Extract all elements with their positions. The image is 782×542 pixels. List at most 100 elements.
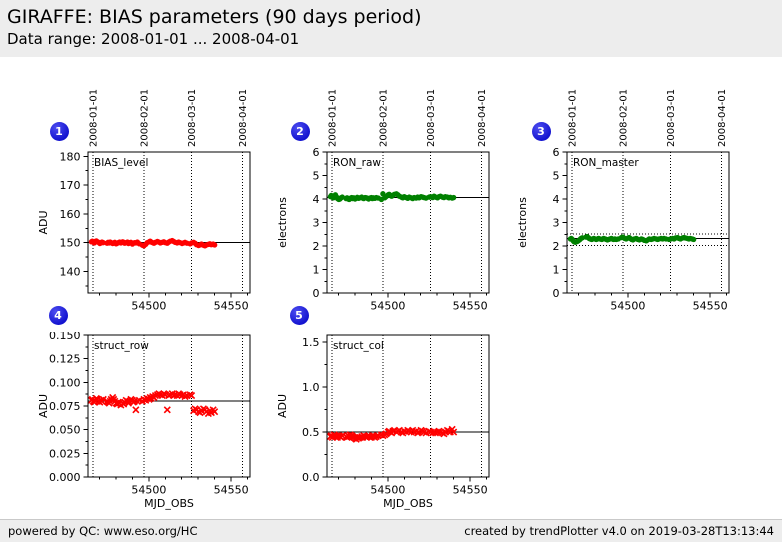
RON_raw-plot-svg: 2008-01-01 2008-02-01 2008-03-01 2008-04-01… [276,89,490,313]
gridlines [92,152,244,293]
axis-ticks [322,341,488,482]
y-tick-label: 2 [553,240,560,253]
axes-frame [326,151,490,294]
plot-param-label: BIAS_level [94,157,148,169]
struct_col-plot-svg: 54500 54550 0.0 0.5 1.0 1.5 struct_col ADU MJD_O… [276,334,490,510]
page-footer: powered by QC: www.eso.org/HC created by… [0,519,782,542]
y-axis-label: ADU [37,210,50,234]
x-tick-label: 54550 [453,300,488,313]
y-tick-label: 0.0 [302,471,320,484]
gridlines [331,152,483,293]
y-tick-label: 1 [313,264,320,277]
axis-ticks [83,155,249,298]
chart-struct-row: 54500 54550 0.000 0.025 0.050 0.075 0.100 0.125… [33,329,263,510]
date-tick-label: 2008-04-01 [717,89,728,147]
y-tick-label: 180 [60,150,81,163]
y-tick-label: 1.0 [302,381,320,394]
y-tick-label: 5 [313,170,320,183]
chart-ron-raw: 2008-01-01 2008-02-01 2008-03-01 2008-04-01… [272,78,502,313]
plot-param-label: struct_col [333,340,384,352]
footer-powered-by: powered by QC: www.eso.org/HC [8,524,198,538]
y-tick-label: 4 [313,193,320,206]
axis-ticks [322,151,488,298]
series-RON_raw [327,191,457,203]
date-tick-label: 2008-01-01 [327,89,338,147]
y-tick-label: 1.5 [302,336,320,349]
footer-created-by: created by trendPlotter v4.0 on 2019-03-… [464,524,774,538]
y-tick-label: 3 [313,217,320,230]
y-tick-label: 0 [313,287,320,300]
x-tick-label: 54500 [131,484,166,497]
chart-struct-col: 54500 54550 0.0 0.5 1.0 1.5 struct_col ADU MJD_O… [272,332,502,510]
axis-ticks [562,151,728,298]
series-RON_master [567,233,697,245]
y-tick-label: 0.025 [49,447,81,460]
y-tick-label: 2 [313,240,320,253]
plot-param-label: struct_row [94,340,149,352]
plot-param-label: RON_master [573,157,639,169]
series-struct_col [326,425,458,443]
series-BIAS_level [88,237,218,249]
y-tick-label: 1 [553,264,560,277]
axes-frame [87,151,251,294]
date-tick-label: 2008-02-01 [618,89,629,147]
y-tick-label: 0.100 [49,376,81,389]
plot-number-badge-2: 2 [290,121,310,141]
gridlines [331,335,483,477]
y-tick-label: 0.000 [49,471,81,484]
page-header: GIRAFFE: BIAS parameters (90 days period… [0,0,782,57]
date-tick-label: 2008-04-01 [477,89,488,147]
series-struct_row [87,390,219,418]
plot-number-badge-1: 1 [49,121,69,141]
y-tick-label: 3 [553,217,560,230]
y-tick-label: 140 [60,265,81,278]
data-range-subtitle: Data range: 2008-01-01 ... 2008-04-01 [7,30,300,48]
x-tick-label: 54500 [610,300,645,313]
x-tick-label: 54500 [370,484,405,497]
x-tick-label: 54550 [693,300,728,313]
struct_row-plot-svg: 54500 54550 0.000 0.025 0.050 0.075 0.100 0.125… [37,329,251,510]
date-tick-label: 2008-01-01 [88,89,99,147]
x-axis-label: MJD_OBS [144,497,194,510]
chart-ron-master: 2008-01-01 2008-02-01 2008-03-01 2008-04-01… [512,78,742,313]
x-tick-label: 54550 [453,484,488,497]
chart-bias-level: 2008-01-01 2008-02-01 2008-03-01 2008-04-01… [33,78,263,313]
x-tick-label: 54550 [214,484,249,497]
y-tick-label: 0.5 [302,426,320,439]
y-axis-label: electrons [276,197,289,248]
y-tick-label: 6 [313,146,320,159]
date-tick-label: 2008-01-01 [567,89,578,147]
x-tick-label: 54550 [214,300,249,313]
date-tick-label: 2008-02-01 [378,89,389,147]
x-tick-label: 54500 [131,300,166,313]
plot-number-badge-4: 4 [48,305,68,325]
y-tick-label: 150 [60,237,81,250]
date-tick-label: 2008-03-01 [187,89,198,147]
date-tick-label: 2008-04-01 [238,89,249,147]
y-axis-label: ADU [276,394,289,418]
y-tick-label: 0.075 [49,400,81,413]
x-axis-label: MJD_OBS [383,497,433,510]
y-axis-label: electrons [516,197,529,248]
y-tick-label: 170 [60,179,81,192]
gridlines [567,152,729,293]
y-tick-label: 5 [553,170,560,183]
y-tick-label: 6 [553,146,560,159]
RON_master-plot-svg: 2008-01-01 2008-02-01 2008-03-01 2008-04-01… [516,89,730,313]
axes-frame [326,334,490,478]
plot-number-badge-3: 3 [531,121,551,141]
date-tick-label: 2008-02-01 [139,89,150,147]
y-tick-label: 0.125 [49,353,81,366]
y-tick-label: 0.150 [49,332,81,342]
x-tick-label: 54500 [370,300,405,313]
axes-frame [566,151,730,294]
y-tick-label: 4 [553,193,560,206]
plots-area: 2008-01-01 2008-02-01 2008-03-01 2008-04-01… [0,57,782,519]
y-tick-label: 0 [553,287,560,300]
axis-ticks [83,334,249,482]
BIAS_level-plot-svg: 2008-01-01 2008-02-01 2008-03-01 2008-04-01… [37,89,251,313]
y-tick-label: 160 [60,208,81,221]
date-tick-label: 2008-03-01 [666,89,677,147]
page-title: GIRAFFE: BIAS parameters (90 days period… [7,6,422,28]
date-tick-label: 2008-03-01 [426,89,437,147]
